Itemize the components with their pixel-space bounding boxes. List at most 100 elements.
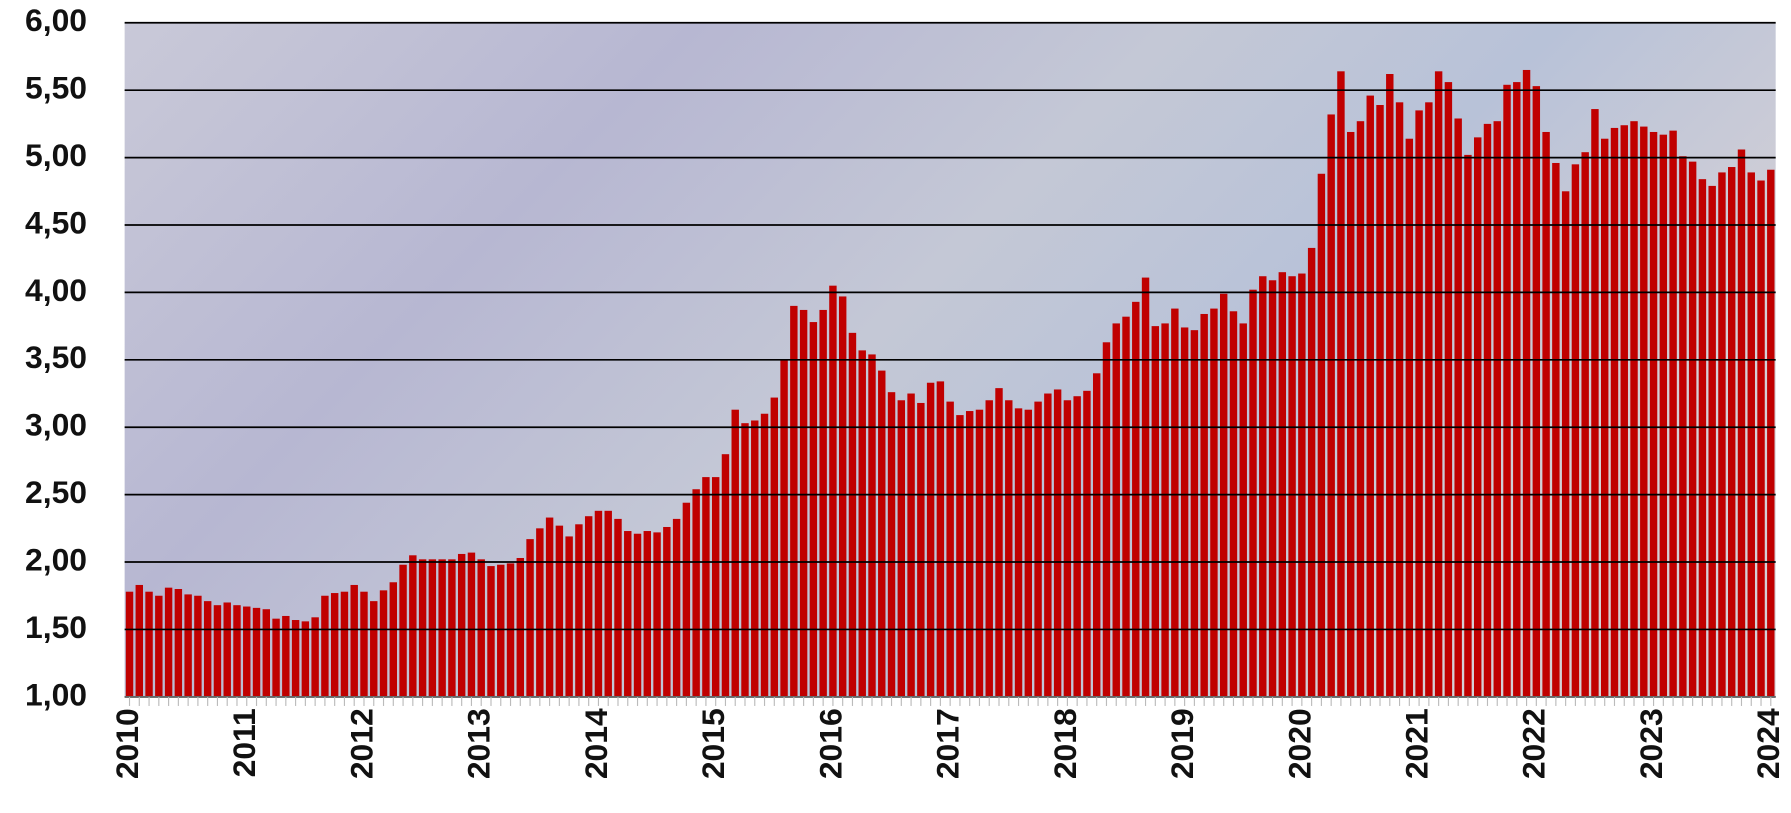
bar <box>1151 326 1160 697</box>
bar <box>477 559 485 697</box>
bar <box>379 590 388 697</box>
bar <box>1268 280 1277 697</box>
bar <box>780 359 788 697</box>
bar <box>1405 138 1414 697</box>
bar <box>1532 86 1541 697</box>
bar <box>946 401 954 697</box>
x-tick-label: 2024 <box>1750 708 1786 779</box>
bar <box>799 309 808 697</box>
x-tick-label: 2017 <box>930 708 966 779</box>
bar <box>711 477 720 697</box>
bar <box>262 609 271 697</box>
x-tick-label: 2022 <box>1516 708 1552 779</box>
bar <box>360 591 368 697</box>
bar <box>838 296 847 697</box>
bar <box>1024 409 1033 697</box>
bar <box>760 413 769 697</box>
y-tick-label: 3,00 <box>25 407 87 443</box>
bar <box>1415 110 1423 697</box>
bar <box>438 559 446 697</box>
bar <box>1571 164 1580 697</box>
bar <box>282 615 290 697</box>
bar <box>653 532 661 697</box>
y-tick-label: 4,50 <box>25 204 87 240</box>
bar <box>1034 401 1042 697</box>
bar <box>887 392 896 697</box>
bar <box>575 524 583 697</box>
bar <box>1278 272 1287 697</box>
bar <box>1640 126 1648 697</box>
bar <box>624 531 632 697</box>
bar <box>809 322 818 697</box>
bar <box>399 564 407 697</box>
bar <box>1014 408 1023 697</box>
bar <box>321 595 329 697</box>
bar <box>428 559 437 697</box>
bar <box>858 350 866 697</box>
bar <box>751 420 759 697</box>
bar <box>1346 131 1355 697</box>
bar <box>1063 400 1072 697</box>
bar <box>868 354 876 697</box>
bar <box>1376 105 1384 697</box>
bar <box>682 502 691 697</box>
bar <box>203 601 212 697</box>
bar <box>1493 121 1501 697</box>
bar <box>1288 276 1296 697</box>
y-tick-label: 1,50 <box>25 609 87 645</box>
bar <box>1200 313 1208 697</box>
bar <box>301 621 310 697</box>
bar <box>663 526 671 697</box>
bar <box>555 525 564 697</box>
bar <box>350 584 358 697</box>
bar <box>878 370 886 697</box>
x-tick-label: 2011 <box>226 708 262 777</box>
bar <box>1092 373 1101 697</box>
bar <box>1708 185 1716 697</box>
x-tick-label: 2018 <box>1047 708 1083 779</box>
bar <box>741 423 749 697</box>
bar <box>1307 247 1316 697</box>
bar <box>243 606 251 697</box>
bar <box>565 536 573 697</box>
bar <box>1630 121 1638 697</box>
bar <box>370 601 378 697</box>
bar <box>594 510 603 697</box>
bar <box>721 454 730 697</box>
bar <box>819 309 827 697</box>
bar <box>1425 102 1433 697</box>
bar <box>936 381 945 697</box>
bar <box>1356 121 1365 697</box>
bar <box>497 564 505 697</box>
x-tick-label: 2013 <box>461 708 497 779</box>
bar <box>702 477 710 697</box>
bar <box>1317 173 1326 697</box>
bar <box>790 305 798 697</box>
bar <box>516 557 525 697</box>
bar <box>340 591 349 697</box>
bar <box>330 593 339 697</box>
bar <box>457 553 466 697</box>
bar <box>1229 311 1238 697</box>
bar <box>1483 123 1492 697</box>
bar <box>1737 149 1746 697</box>
bar <box>223 602 231 697</box>
y-tick-label: 5,50 <box>25 70 87 106</box>
bar <box>155 595 163 697</box>
bar <box>1698 179 1707 697</box>
bar <box>1132 301 1140 697</box>
bar <box>291 620 300 697</box>
bar <box>1503 84 1511 697</box>
y-tick-label: 4,00 <box>25 272 87 308</box>
bar <box>272 618 280 697</box>
bar <box>1610 127 1619 697</box>
bar <box>829 285 837 697</box>
x-tick-label: 2023 <box>1633 708 1669 779</box>
bar <box>536 528 544 697</box>
x-tick-label: 2020 <box>1281 708 1317 779</box>
bar <box>1327 114 1335 697</box>
bar <box>1444 82 1453 697</box>
bar <box>252 607 261 697</box>
x-tick-label: 2010 <box>109 708 145 779</box>
